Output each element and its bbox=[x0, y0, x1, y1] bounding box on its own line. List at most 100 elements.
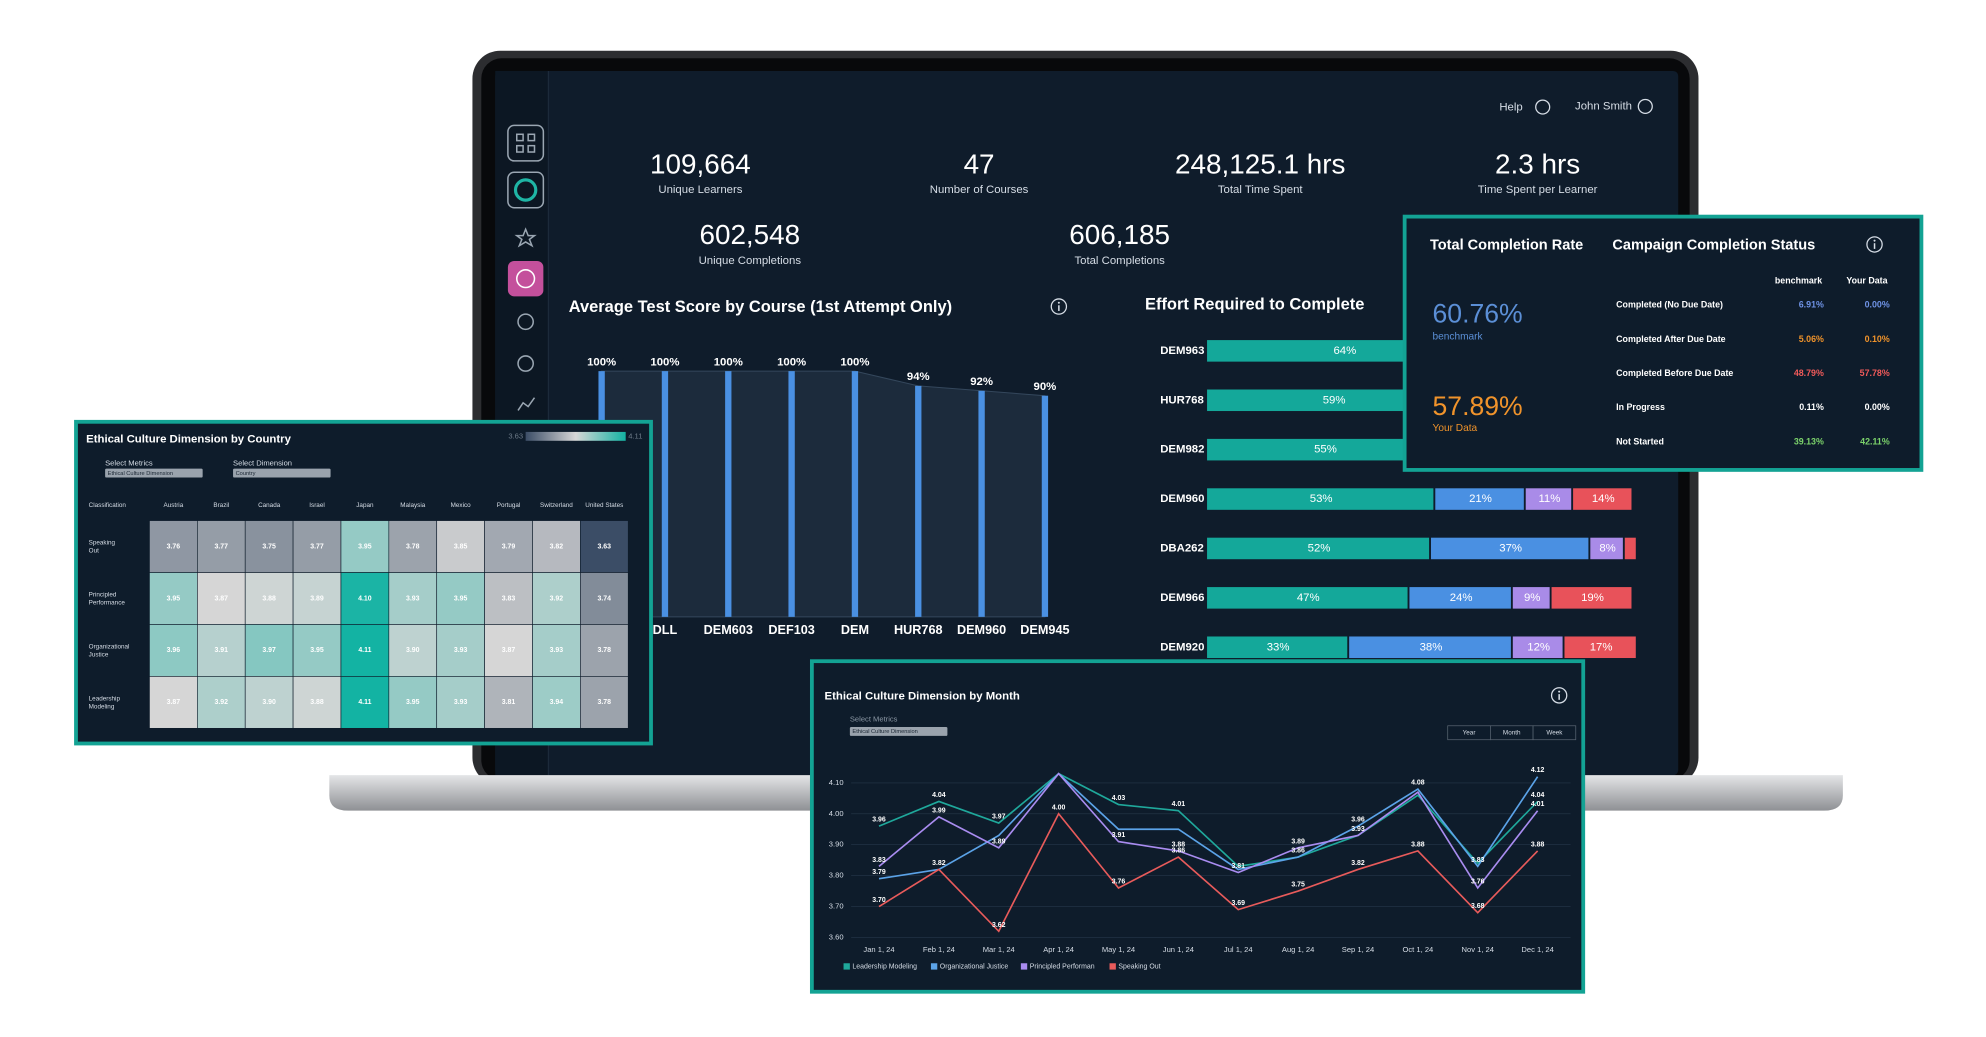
y-tick-label: 3.90 bbox=[829, 840, 844, 849]
legend-label[interactable]: Speaking Out bbox=[1118, 963, 1160, 970]
heatmap-cell bbox=[388, 624, 438, 677]
x-tick-label: Feb 1, 24 bbox=[923, 945, 955, 954]
range-button-label[interactable]: Week bbox=[1546, 730, 1563, 737]
cell-label: 3.63 bbox=[598, 543, 612, 550]
bar-value-label: 100% bbox=[714, 356, 743, 368]
column-header: Brazil bbox=[213, 502, 229, 509]
bar bbox=[725, 371, 732, 617]
y-tick-label: HUR768 bbox=[1160, 394, 1204, 406]
segment-label: 19% bbox=[1581, 592, 1604, 604]
segment-label: 47% bbox=[1297, 592, 1320, 604]
column-header: Malaysia bbox=[400, 502, 425, 509]
x-tick-label: DEM945 bbox=[1020, 623, 1069, 637]
info-icon[interactable] bbox=[1866, 236, 1883, 253]
cell-label: 3.95 bbox=[406, 699, 420, 706]
your-value: 42.11% bbox=[1860, 436, 1890, 446]
colorbar bbox=[525, 431, 626, 441]
cell-label: 3.92 bbox=[550, 595, 564, 602]
x-tick-label: DLL bbox=[653, 623, 678, 637]
point-label: 3.96 bbox=[872, 817, 886, 824]
bar-value-label: 100% bbox=[587, 356, 616, 368]
bar-value-label: 92% bbox=[970, 376, 993, 388]
column-header: Mexico bbox=[451, 502, 472, 509]
dropdown-value[interactable]: Ethical Culture Dimension bbox=[108, 471, 173, 477]
segment-label: 37% bbox=[1499, 542, 1522, 554]
logo-icon[interactable] bbox=[507, 171, 545, 209]
range-button-label[interactable]: Month bbox=[1503, 730, 1521, 737]
bar-value-label: 100% bbox=[650, 356, 679, 368]
bar-segment bbox=[1409, 587, 1511, 609]
heatmap-cell bbox=[436, 520, 485, 573]
legend-swatch[interactable] bbox=[843, 963, 850, 970]
bar-segment bbox=[1207, 636, 1348, 659]
column-header: Austria bbox=[164, 502, 184, 509]
dropdown[interactable] bbox=[849, 727, 948, 736]
column-header: United States bbox=[585, 502, 623, 509]
column-header: Japan bbox=[356, 502, 374, 509]
segment-label: 14% bbox=[1592, 493, 1615, 505]
info-glyph bbox=[1873, 239, 1876, 242]
active-icon[interactable] bbox=[507, 260, 544, 297]
user-name[interactable]: John Smith bbox=[1575, 100, 1632, 112]
dropdown[interactable] bbox=[233, 468, 331, 478]
control-label: Select Metrics bbox=[850, 714, 898, 723]
heatmap-cell bbox=[340, 676, 390, 729]
panel-title: Total Completion Rate bbox=[1430, 238, 1583, 254]
heatmap-cell bbox=[149, 624, 198, 677]
legend-swatch[interactable] bbox=[1109, 963, 1116, 970]
dropdown-value[interactable]: Ethical Culture Dimension bbox=[852, 729, 917, 735]
help-link[interactable]: Help bbox=[1499, 102, 1522, 114]
bar-value-label: 90% bbox=[1034, 381, 1057, 393]
cell-label: 3.75 bbox=[262, 543, 276, 550]
cell-label: 3.87 bbox=[167, 699, 181, 706]
kpi-value: 248,125.1 hrs bbox=[1175, 148, 1345, 179]
range-button[interactable] bbox=[1532, 725, 1577, 741]
heatmap-cell bbox=[292, 676, 342, 729]
bar-segment bbox=[1207, 488, 1434, 510]
heatmap-cell bbox=[580, 520, 629, 573]
heatmap-cell bbox=[484, 624, 533, 677]
colorbar-min: 3.63 bbox=[508, 431, 523, 440]
legend-label[interactable]: Principled Performan bbox=[1030, 963, 1095, 970]
point-label: 3.68 bbox=[1471, 903, 1485, 910]
dropdown-value[interactable]: Country bbox=[236, 471, 256, 477]
x-tick-label: May 1, 24 bbox=[1102, 945, 1135, 954]
bar bbox=[661, 371, 669, 617]
legend-swatch[interactable] bbox=[930, 963, 938, 970]
range-button-label[interactable]: Year bbox=[1463, 730, 1476, 737]
cell-label: 3.82 bbox=[550, 543, 564, 550]
info-icon[interactable] bbox=[1050, 298, 1068, 315]
column-header: Switzerland bbox=[540, 502, 573, 509]
segment-label: 24% bbox=[1450, 592, 1473, 604]
badge-icon[interactable] bbox=[517, 355, 534, 372]
user-icon[interactable] bbox=[1637, 98, 1653, 115]
cell-label: 3.92 bbox=[214, 699, 228, 706]
dropdown[interactable] bbox=[105, 468, 203, 478]
trend-icon[interactable] bbox=[517, 397, 536, 411]
star-icon[interactable] bbox=[514, 227, 537, 248]
legend-label[interactable]: Organizational Justice bbox=[940, 963, 1009, 970]
x-tick-label: Oct 1, 24 bbox=[1403, 945, 1434, 954]
apps-icon[interactable] bbox=[507, 124, 545, 162]
y-tick-label: DBA262 bbox=[1160, 542, 1204, 554]
legend-swatch[interactable] bbox=[1020, 963, 1028, 970]
series-line bbox=[878, 772, 1539, 880]
segment-label: 53% bbox=[1310, 493, 1333, 505]
kpi-value: 602,548 bbox=[699, 219, 800, 250]
your-value: 0.00% bbox=[1865, 402, 1890, 412]
cell-label: 3.90 bbox=[406, 647, 420, 654]
cell-label: 3.77 bbox=[214, 543, 228, 550]
bar-segment bbox=[1525, 488, 1572, 510]
help-icon[interactable] bbox=[1535, 99, 1551, 115]
legend-label[interactable]: Leadership Modeling bbox=[852, 963, 917, 970]
info-icon[interactable] bbox=[1550, 687, 1568, 704]
info-glyph bbox=[1057, 301, 1060, 304]
panel-frame bbox=[809, 659, 1586, 994]
bar-segment bbox=[1573, 488, 1632, 510]
benchmark-rate: 60.76% bbox=[1433, 298, 1523, 328]
segment-label: 33% bbox=[1267, 641, 1290, 653]
people-icon[interactable] bbox=[517, 313, 534, 331]
heatmap-cell bbox=[580, 676, 629, 729]
bar bbox=[851, 371, 859, 617]
bar-segment bbox=[1512, 587, 1550, 609]
